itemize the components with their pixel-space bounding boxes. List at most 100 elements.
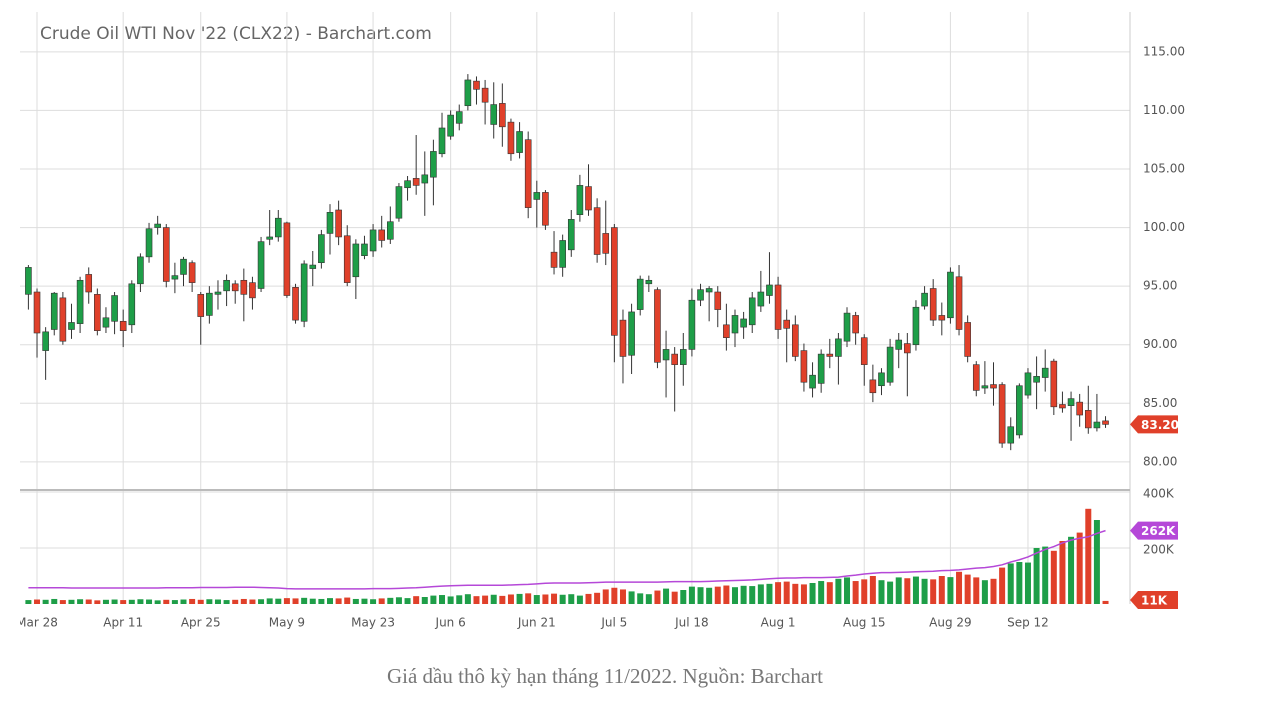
x-tick-label: Jun 21	[517, 616, 556, 630]
candle-body	[912, 306, 920, 346]
volume-bar	[395, 597, 402, 604]
x-tick-label: Mar 28	[16, 616, 58, 630]
candle-body	[473, 80, 480, 90]
volume-bar	[25, 600, 32, 604]
candle-body	[94, 294, 101, 331]
volume-bar	[206, 599, 213, 604]
candle-body	[938, 315, 946, 321]
volume-bar	[619, 589, 626, 604]
candle-body	[585, 186, 592, 211]
candle-body	[611, 227, 618, 336]
volume-bar	[783, 581, 790, 604]
candle-body	[1093, 421, 1101, 429]
y-tick-label: 85.00	[1143, 396, 1177, 410]
volume-bar	[180, 599, 187, 604]
candle-body	[955, 276, 963, 330]
volume-bar	[387, 597, 394, 604]
candle-body	[249, 282, 256, 299]
candle-body	[843, 312, 851, 342]
candle-body	[1084, 410, 1092, 429]
candle-body	[809, 374, 816, 389]
volume-bar	[1102, 600, 1109, 604]
volume-bar	[102, 599, 109, 604]
volume-bar	[947, 577, 954, 604]
volume-bar	[576, 595, 583, 604]
y-tick-label: 90.00	[1143, 337, 1177, 351]
volume-bar	[663, 588, 670, 604]
candle-body	[628, 311, 635, 356]
candle-body	[25, 267, 32, 295]
volume-bar	[844, 577, 851, 604]
volume-bar	[507, 594, 514, 604]
volume-bar	[163, 599, 170, 604]
volume-bar	[249, 599, 256, 604]
volume-bar	[766, 583, 773, 604]
volume-bar	[292, 598, 299, 604]
candle-body	[800, 350, 808, 383]
candle-body	[1050, 360, 1058, 408]
volume-bar	[1076, 532, 1083, 604]
volume-bar	[887, 581, 894, 604]
candle-body	[835, 338, 842, 357]
volume-bar	[697, 587, 704, 604]
volume-bar	[973, 577, 980, 604]
candle-body	[499, 103, 506, 128]
volume-bar	[223, 600, 230, 604]
candle-body	[137, 256, 144, 285]
candle-body	[542, 192, 549, 226]
volume-bar	[895, 577, 902, 604]
candle-body	[1076, 401, 1083, 416]
candle-body	[1067, 398, 1075, 406]
x-tick-label: Aug 15	[843, 616, 886, 630]
candle-body	[645, 279, 653, 285]
candle-body	[369, 229, 377, 252]
volume-bar	[378, 598, 385, 604]
last-volume-avg-tag	[1130, 521, 1178, 540]
volume-bar	[1007, 563, 1014, 604]
candle-body	[860, 337, 868, 365]
volume-bar	[370, 599, 377, 604]
volume-average-line	[28, 529, 1106, 590]
candle-body	[197, 294, 205, 317]
candle-body	[128, 283, 136, 326]
volume-bar	[171, 600, 178, 604]
chart: Crude Oil WTI Nov '22 (CLX22) - Barchart…	[16, 12, 1185, 630]
volume-bar	[301, 597, 308, 604]
volume-bar	[826, 582, 833, 604]
volume-bar	[464, 594, 471, 604]
volume-bar	[611, 587, 618, 604]
candle-body	[895, 339, 903, 350]
candle-body	[68, 322, 75, 330]
candle-body	[102, 317, 110, 328]
volume-bar	[551, 593, 558, 604]
volume-bar	[1042, 546, 1049, 604]
volume-bar	[680, 590, 687, 604]
candle-body	[1016, 385, 1023, 436]
volume-bar	[1050, 550, 1057, 604]
candle-body	[59, 297, 67, 342]
candle-body	[636, 278, 644, 310]
volume-bar	[878, 580, 885, 604]
volume-bar	[361, 598, 368, 604]
volume-bar	[645, 594, 652, 604]
volume-bar	[404, 598, 411, 604]
x-tick-label: Aug 29	[929, 616, 972, 630]
candle-body	[921, 292, 928, 307]
candle-body	[929, 288, 937, 321]
candle-body	[154, 223, 161, 228]
volume-bar	[197, 599, 204, 604]
candle-body	[378, 229, 385, 241]
volume-bar	[516, 593, 523, 604]
candle-body	[998, 384, 1006, 444]
candle-body	[309, 264, 317, 269]
candle-body	[171, 275, 179, 280]
candle-body	[947, 271, 954, 319]
candle-body	[119, 320, 127, 331]
candle-body	[766, 284, 773, 296]
candle-body	[318, 234, 325, 264]
volume-bar	[775, 582, 782, 604]
candle-body	[326, 212, 334, 234]
volume-bar	[904, 578, 911, 604]
last-price-label: 83.20	[1141, 418, 1179, 432]
volume-bar	[594, 592, 601, 604]
